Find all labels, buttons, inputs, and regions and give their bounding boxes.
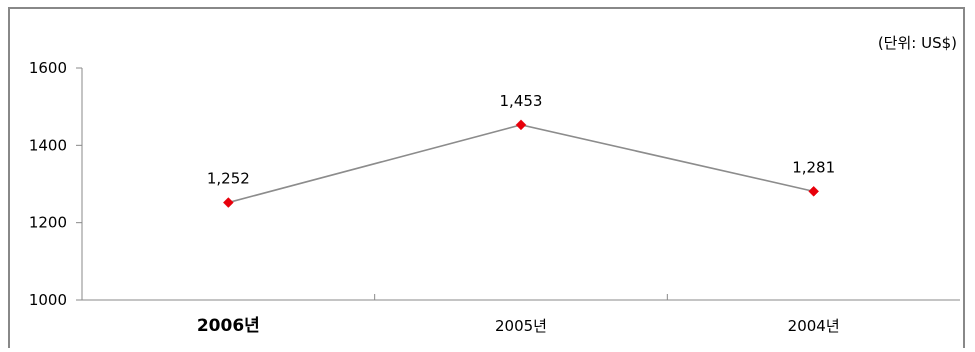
y-tick-label: 1400 [29,136,67,154]
data-labels: 1,252 1,453 1,281 [207,92,835,188]
data-label: 1,453 [500,92,543,110]
x-tick-label: 2005년 [495,317,547,335]
unit-note: (단위: US$) [878,34,957,52]
data-label: 1,281 [792,158,835,176]
y-tick-label: 1200 [29,214,67,232]
x-axis-ticks: 2006년 2005년 2004년 [197,294,840,336]
y-axis-ticks: 1000 1200 1400 1600 [29,59,82,309]
data-label: 1,252 [207,170,250,188]
data-point [222,197,234,208]
chart-border [8,7,965,352]
x-tick-label: 2004년 [788,317,840,335]
x-tick-label: 2006년 [197,316,260,336]
y-tick-label: 1000 [29,291,67,309]
y-tick-label: 1600 [29,59,67,77]
data-point [515,119,527,131]
data-markers [222,119,820,208]
data-point [808,185,820,197]
